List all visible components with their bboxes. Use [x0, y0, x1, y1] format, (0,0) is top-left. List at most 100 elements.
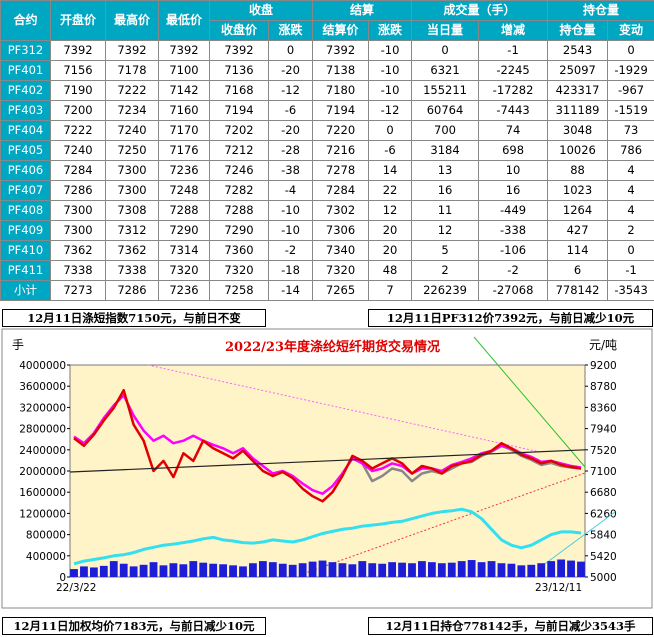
cell-cchg: 0 — [267, 40, 314, 61]
right-tick-label: 7940 — [590, 424, 617, 436]
volume-bar — [268, 562, 277, 577]
cell-low: 7288 — [158, 200, 210, 221]
header-close-price: 收盘价 — [209, 20, 269, 41]
header-close-change: 涨跌 — [267, 20, 314, 41]
cell-schg: 48 — [368, 260, 413, 281]
cell-oichg: 2 — [607, 220, 654, 241]
cell-oi: 114 — [547, 240, 609, 261]
table-row: 小计 7273 7286 7236 7258 -14 7265 7 226239 -27068 77… — [0, 280, 654, 301]
volume-bar — [229, 565, 237, 577]
cell-high: 7308 — [105, 200, 159, 221]
cell-vchg: -449 — [478, 200, 549, 221]
cell-open: 7200 — [50, 100, 106, 121]
cell-settle: 7392 — [312, 40, 370, 61]
cell-open: 7284 — [50, 160, 106, 181]
cell-c: PF411 — [0, 260, 51, 281]
cell-open: 7190 — [50, 80, 106, 101]
left-tick-label: 2800000 — [19, 424, 66, 436]
volume-bar — [467, 560, 476, 577]
cell-high: 7178 — [105, 60, 159, 81]
cell-vchg: 16 — [478, 180, 549, 201]
cell-vol: 0 — [411, 40, 480, 61]
volume-bar — [457, 561, 466, 577]
header-volume-change: 增减 — [478, 20, 549, 41]
cell-settle: 7284 — [312, 180, 370, 201]
volume-bar — [99, 565, 108, 577]
table-row: PF410 7362 7362 7314 7360 -2 7340 20 5 -106 114 0 — [0, 240, 654, 261]
cell-vchg: 74 — [478, 120, 549, 141]
header-open-interest: 持仓量 — [547, 20, 609, 41]
cell-vol: 16 — [411, 180, 480, 201]
right-tick-label: 8360 — [590, 402, 617, 414]
cell-c: PF407 — [0, 180, 51, 201]
cell-oichg: 786 — [607, 140, 654, 161]
volume-bar — [89, 567, 98, 577]
volume-bar — [109, 561, 118, 577]
cell-high: 7286 — [105, 280, 159, 301]
volume-bar — [179, 564, 188, 577]
cell-high: 7312 — [105, 220, 159, 241]
cell-close: 7168 — [209, 80, 269, 101]
cell-low: 7392 — [158, 40, 210, 61]
volume-bar — [447, 562, 456, 577]
cell-high: 7300 — [105, 160, 159, 181]
cell-close: 7212 — [209, 140, 269, 161]
cell-oi: 427 — [547, 220, 609, 241]
cell-cchg: -28 — [267, 140, 314, 161]
cell-schg: 14 — [368, 160, 413, 181]
volume-bar — [189, 561, 198, 577]
cell-schg: 0 — [368, 120, 413, 141]
volume-bar — [418, 561, 426, 577]
header-oi-change: 变动 — [607, 20, 654, 41]
cell-settle: 7340 — [312, 240, 370, 261]
cell-oichg: -1929 — [607, 60, 654, 81]
right-axis-unit: 元/吨 — [589, 338, 617, 352]
cell-oi: 25097 — [547, 60, 609, 81]
cell-c: PF408 — [0, 200, 51, 221]
cell-cchg: -6 — [267, 100, 314, 121]
volume-bar — [80, 566, 88, 577]
cell-oi: 10026 — [547, 140, 609, 161]
right-tick-label: 5420 — [590, 551, 617, 563]
cell-schg: -12 — [368, 100, 413, 121]
cell-vchg: -17282 — [478, 80, 549, 101]
table-row: PF405 7240 7250 7176 7212 -28 7216 -6 3184 698 100… — [0, 140, 654, 161]
cell-close: 7258 — [209, 280, 269, 301]
cell-oichg: 0 — [607, 40, 654, 61]
cell-low: 7176 — [158, 140, 210, 161]
right-tick-label: 7520 — [590, 445, 617, 457]
cell-c: PF402 — [0, 80, 51, 101]
header-high: 最高价 — [105, 0, 159, 41]
cell-low: 7100 — [158, 60, 210, 81]
volume-bar — [388, 562, 397, 577]
cell-c: PF405 — [0, 140, 51, 161]
cell-open: 7338 — [50, 260, 106, 281]
futures-chart: 2022/23年度涤纶短纤期货交易情况手元/吨 4000000 9200 360000… — [0, 327, 654, 610]
cell-open: 7286 — [50, 180, 106, 201]
header-oi-group: 持仓量 — [547, 0, 654, 21]
cell-schg: 22 — [368, 180, 413, 201]
cell-vchg: -7443 — [478, 100, 549, 121]
header-volume-group: 成交量（手） — [411, 0, 549, 21]
right-tick-label: 8780 — [590, 381, 617, 393]
volume-bar — [368, 563, 377, 577]
header-low: 最低价 — [158, 0, 210, 41]
cell-c: PF403 — [0, 100, 51, 121]
cell-vol: 13 — [411, 160, 480, 181]
left-tick-label: 0 — [59, 572, 66, 584]
cell-c: PF410 — [0, 240, 51, 261]
cell-high: 7362 — [105, 240, 159, 261]
cell-close: 7290 — [209, 220, 269, 241]
cell-oi: 1023 — [547, 180, 609, 201]
trend-line — [69, 449, 586, 473]
cell-cchg: -10 — [267, 200, 314, 221]
volume-bar — [139, 564, 148, 577]
cell-vchg: -106 — [478, 240, 549, 261]
cell-oichg: -3543 — [607, 280, 654, 301]
volume-bar — [437, 563, 446, 577]
cell-close: 7320 — [209, 260, 269, 281]
cell-low: 7170 — [158, 120, 210, 141]
volume-bar — [159, 565, 168, 577]
cell-open: 7240 — [50, 140, 106, 161]
futures-quote-table: 合约 开盘价 最高价 最低价 收盘 结算 成交量（手） 持仓量 收盘价 涨跌 结… — [0, 0, 654, 301]
